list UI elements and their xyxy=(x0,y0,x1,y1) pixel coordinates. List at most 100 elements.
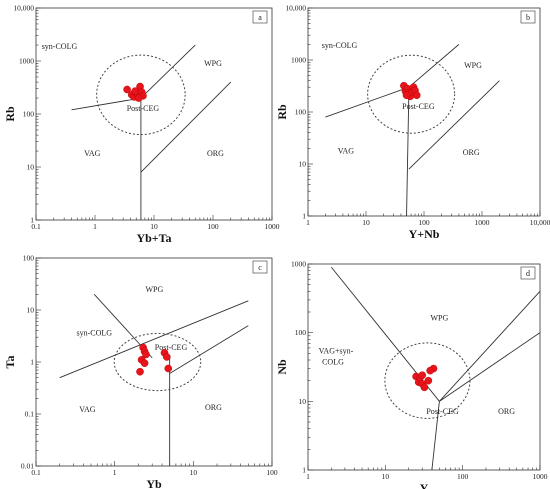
y-tick-label: 0.1 xyxy=(25,410,35,419)
y-axis-label: Ta xyxy=(3,356,17,369)
field-label: WPG xyxy=(430,314,448,323)
field-boundary xyxy=(71,97,141,111)
field-label: COLG xyxy=(322,357,344,366)
x-tick-label: 1000 xyxy=(265,222,280,231)
sample-point xyxy=(163,353,171,361)
y-tick-label: 10 xyxy=(27,163,35,172)
panel-letter: a xyxy=(258,13,262,22)
plot-frame xyxy=(35,7,273,221)
x-axis-label: Yb xyxy=(146,477,162,489)
y-tick-label: 10 xyxy=(299,397,307,406)
sample-point xyxy=(136,367,144,376)
field-boundary xyxy=(408,80,500,170)
field-boundary xyxy=(59,300,249,379)
y-tick-label: 1000 xyxy=(291,56,306,65)
x-axis-label: Yb+Ta xyxy=(136,231,171,245)
panel-letter-box xyxy=(252,10,268,24)
panel-letter: b xyxy=(526,13,530,22)
sample-point xyxy=(420,383,429,392)
y-tick-label: 1 xyxy=(30,358,34,367)
x-tick-label: 1 xyxy=(113,468,117,477)
panel-letter-box xyxy=(252,260,268,274)
field-label: ORG xyxy=(207,149,224,158)
field-boundary xyxy=(439,291,541,402)
x-tick-label: 100 xyxy=(266,468,278,477)
panel-letter: c xyxy=(258,263,262,272)
sample-point xyxy=(412,91,421,100)
panel-b: 1 10 100 1000 10,000 1 10 100 1000 10,000 Y+Nb Rb b s… xyxy=(275,4,550,242)
field-label: WPG xyxy=(464,61,482,70)
field-label: Post-CEG xyxy=(127,104,160,113)
x-tick-label: 0.1 xyxy=(31,222,41,231)
y-tick-label: 10,000 xyxy=(13,4,34,13)
y-tick-label: 10,000 xyxy=(285,4,306,13)
sample-point xyxy=(131,87,139,95)
panel-letter-box xyxy=(520,10,536,24)
sample-point xyxy=(426,366,434,375)
plot-frame xyxy=(307,7,541,217)
field-label: VAG xyxy=(79,405,96,414)
sample-point xyxy=(142,350,150,359)
field-boundary xyxy=(406,87,410,217)
y-tick-label: 100 xyxy=(23,254,35,263)
post-ceg-circle xyxy=(113,332,202,392)
x-axis-label: Y xyxy=(420,481,429,489)
field-boundary xyxy=(325,86,410,118)
y-axis-label: Rb xyxy=(3,106,17,122)
y-tick-label: 10 xyxy=(299,160,307,169)
y-tick-label: 1 xyxy=(302,212,306,221)
y-tick-label: 100 xyxy=(23,110,35,119)
x-tick-label: 10 xyxy=(362,218,370,227)
post-ceg-circle xyxy=(367,54,456,134)
sample-point xyxy=(402,91,411,100)
y-tick-label: 100 xyxy=(295,108,307,117)
x-tick-label: 1000 xyxy=(475,218,490,227)
sample-point xyxy=(164,364,173,373)
panel-a: 0.1 1 10 100 1000110100100010,000Yb+TaRbasyn… xyxy=(3,4,280,246)
post-ceg-circle xyxy=(96,54,186,136)
post-ceg-circle xyxy=(384,342,471,419)
x-tick-label: 100 xyxy=(207,222,219,231)
field-label: ORG xyxy=(463,148,480,157)
x-tick-label: 10 xyxy=(150,222,158,231)
field-label: Post-CEG xyxy=(155,343,188,352)
field-label: Post-CEG xyxy=(402,102,435,111)
field-boundary xyxy=(408,44,460,88)
x-tick-label: 10 xyxy=(382,472,390,481)
field-boundary xyxy=(439,332,541,402)
field-label: WPG xyxy=(204,59,222,68)
field-label: Post-CEG xyxy=(426,407,459,416)
panel-d: 1 10 100 1000 1 10 100 1000 Y Nb d WPG VAG+syn- COLG O… xyxy=(275,260,548,489)
x-tick-label: 1 xyxy=(306,218,310,227)
field-label: syn-COLG xyxy=(322,41,358,50)
sample-point xyxy=(134,94,143,102)
field-label: WPG xyxy=(146,285,164,294)
field-label: VAG xyxy=(84,149,101,158)
x-tick-label: 10,000 xyxy=(530,218,550,227)
x-tick-label: 100 xyxy=(418,218,430,227)
sample-point xyxy=(424,376,433,385)
x-tick-label: 0.1 xyxy=(31,468,41,477)
x-tick-label: 1000 xyxy=(533,472,548,481)
y-tick-label: 1 xyxy=(302,466,306,475)
field-boundary xyxy=(431,401,440,471)
sample-point xyxy=(418,371,427,380)
x-tick-label: 1 xyxy=(306,472,310,481)
y-tick-label: 1000 xyxy=(291,260,306,269)
panel-letter: d xyxy=(526,269,530,278)
x-tick-label: 10 xyxy=(190,468,198,477)
plot-frame xyxy=(307,263,541,471)
y-axis-label: Nb xyxy=(275,359,289,375)
sample-point xyxy=(140,359,149,367)
y-tick-label: 1000 xyxy=(19,57,34,66)
y-tick-label: 1 xyxy=(30,216,34,225)
panel-c: 0.1 1 10 1000.010.1110100YbTacsyn-COLGWPGVA… xyxy=(3,254,278,489)
x-tick-label: 100 xyxy=(457,472,469,481)
y-tick-label: 0.01 xyxy=(21,462,34,471)
y-tick-label: 10 xyxy=(27,306,35,315)
field-label: syn-COLG xyxy=(42,42,78,51)
field-label: VAG xyxy=(338,146,355,155)
x-axis-label: Y+Nb xyxy=(409,227,440,241)
field-boundary xyxy=(169,325,249,374)
